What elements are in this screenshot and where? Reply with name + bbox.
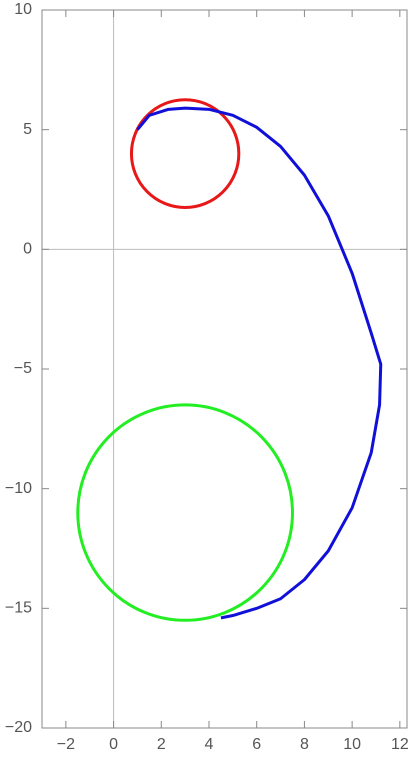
x-tick-label: 10 <box>343 736 361 753</box>
x-tick-label: 4 <box>205 736 214 753</box>
y-tick-label: 5 <box>23 121 32 138</box>
y-tick-label: 0 <box>23 241 32 258</box>
y-tick-label: −10 <box>5 480 32 497</box>
x-tick-label: 0 <box>109 736 118 753</box>
x-tick-label: 12 <box>391 736 409 753</box>
y-tick-label: 10 <box>14 1 32 18</box>
curve <box>136 106 383 620</box>
y-tick-label: −20 <box>5 719 32 736</box>
circle <box>76 403 294 622</box>
x-tick-label: −2 <box>57 736 75 753</box>
x-tick-label: 6 <box>252 736 261 753</box>
y-tick-label: −15 <box>5 600 32 617</box>
y-tick-label: −5 <box>14 360 32 377</box>
x-tick-label: 2 <box>157 736 166 753</box>
circle <box>129 98 241 209</box>
x-tick-label: 8 <box>300 736 309 753</box>
